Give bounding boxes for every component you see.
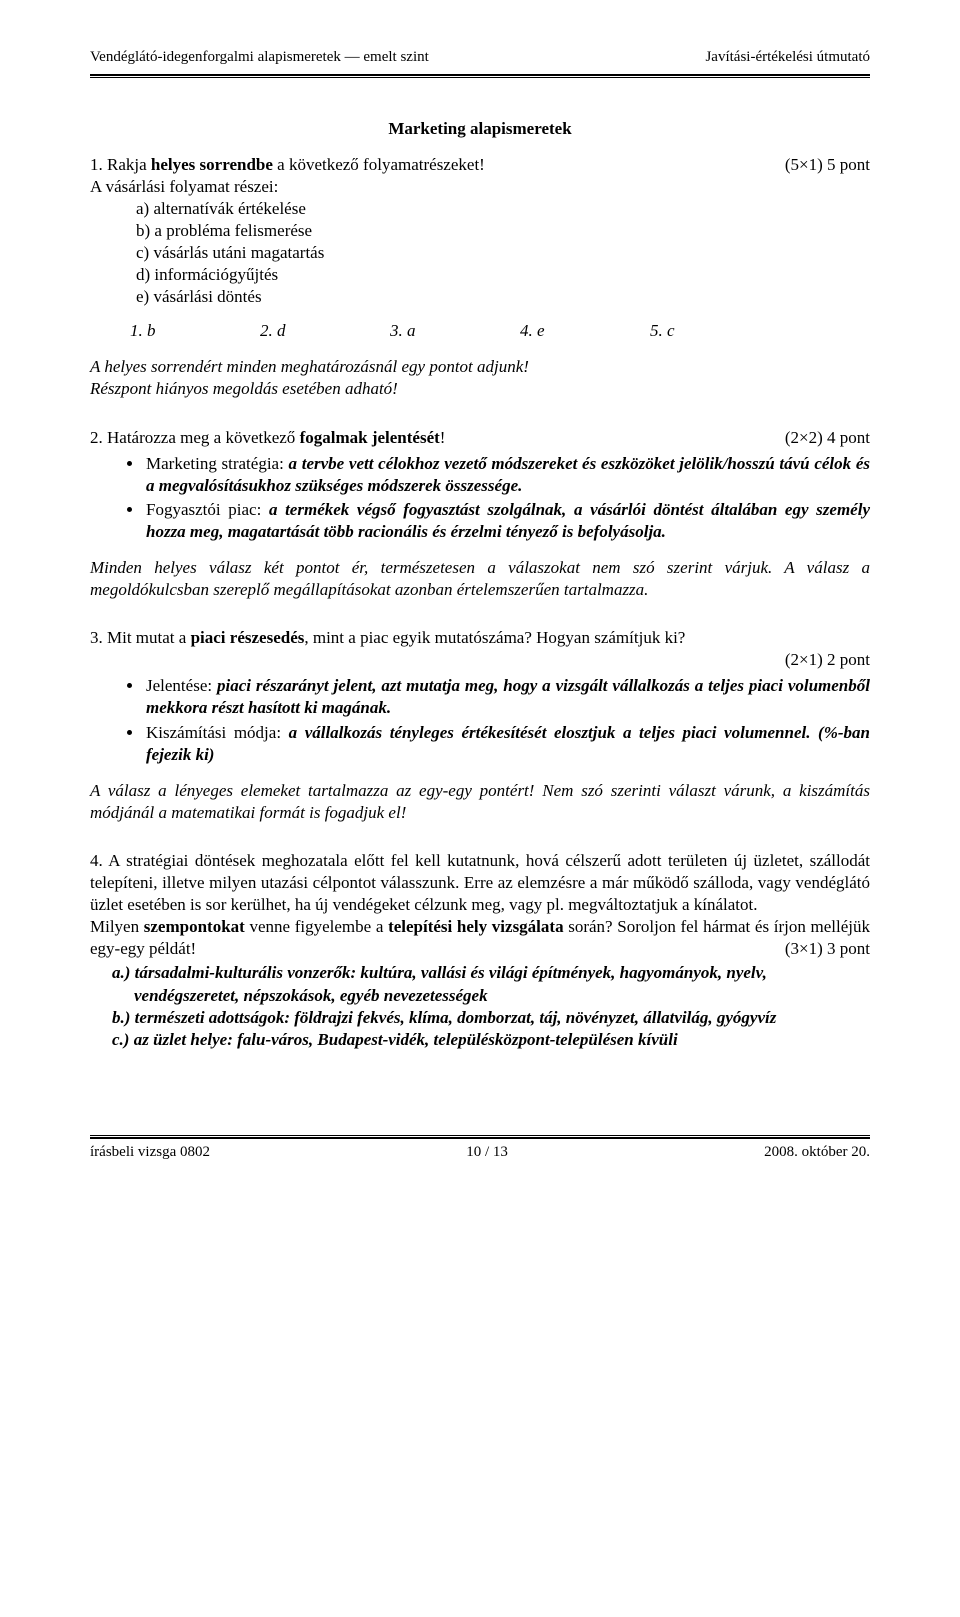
q1-answers: 1. b 2. d 3. a 4. e 5. c (130, 320, 870, 342)
q1-opt-b: b) a probléma felismerése (136, 220, 870, 242)
q4-c: c.) az üzlet helye: falu-város, Budapest… (112, 1029, 870, 1051)
q3-note: A válasz a lényeges elemeket tartalmazza… (90, 780, 870, 824)
q1-bold: helyes sorrendbe (151, 155, 273, 174)
q1-opt-c: c) vásárlás utáni magatartás (136, 242, 870, 264)
q3-b1-answer: piaci részarányt jelent, azt mutatja meg… (146, 676, 870, 717)
question-2: 2. Határozza meg a következő fogalmak je… (90, 427, 870, 602)
q4-c-text: az üzlet helye: falu-város, Budapest-vid… (134, 1030, 678, 1049)
section-title: Marketing alapismeretek (90, 118, 870, 140)
q3-bullet2: Kiszámítási módja: a vállalkozás tényleg… (144, 722, 870, 766)
q2-text-part1: 2. Határozza meg a következő (90, 428, 300, 447)
q4-b-label: b.) (112, 1008, 135, 1027)
q2-bullet2: Fogyasztói piac: a termékek végső fogyas… (144, 499, 870, 543)
q4-a-label: a.) (112, 963, 135, 982)
header-rule (90, 74, 870, 78)
footer-left: írásbeli vizsga 0802 (90, 1143, 210, 1163)
q4-p2c: venne figyelembe a (245, 917, 388, 936)
question-4: 4. A stratégiai döntések meghozatala elő… (90, 850, 870, 1051)
q1-note2: Részpont hiányos megoldás esetében adhat… (90, 378, 870, 400)
q4-p2b: szempontokat (144, 917, 245, 936)
q2-b2-label: Fogyasztói piac: (146, 500, 269, 519)
header-left: Vendéglátó-idegenforgalmi alapismeretek … (90, 48, 429, 68)
q2-points: (2×2) 4 pont (785, 427, 870, 449)
q4-b: b.) természeti adottságok: földrajzi fek… (112, 1007, 870, 1029)
question-3: 3. Mit mutat a piaci részesedés, mint a … (90, 627, 870, 824)
q2-note: Minden helyes válasz két pontot ér, term… (90, 557, 870, 601)
q1-ans2: 2. d (260, 320, 390, 342)
q3-bold: piaci részesedés (191, 628, 305, 647)
q4-a-text: társadalmi-kulturális vonzerők: kultúra,… (134, 963, 767, 1004)
q1-text-part2: a következő folyamatrészeket! (273, 155, 485, 174)
q4-p2d: telepítési hely vizsgálata (388, 917, 564, 936)
q2-bullet1: Marketing stratégia: a tervbe vett célok… (144, 453, 870, 497)
q3-bullets: Jelentése: piaci részarányt jelent, azt … (130, 675, 870, 765)
q1-ans4: 4. e (520, 320, 650, 342)
q3-bullet1: Jelentése: piaci részarányt jelent, azt … (144, 675, 870, 719)
q3-text-part2: , mint a piac egyik mutatószáma? Hogyan … (304, 628, 685, 647)
q4-b-text: természeti adottságok: földrajzi fekvés,… (135, 1008, 777, 1027)
q1-ans3: 3. a (390, 320, 520, 342)
footer-center: 10 / 13 (466, 1143, 508, 1163)
q4-para1: 4. A stratégiai döntések meghozatala elő… (90, 850, 870, 916)
q1-points: (5×1) 5 pont (785, 154, 870, 176)
q3-text-part1: 3. Mit mutat a (90, 628, 191, 647)
page-header: Vendéglátó-idegenforgalmi alapismeretek … (90, 48, 870, 72)
q1-ans1: 1. b (130, 320, 260, 342)
header-right: Javítási-értékelési útmutató (705, 48, 870, 68)
question-1: 1. Rakja helyes sorrendbe a következő fo… (90, 154, 870, 401)
q1-options: a) alternatívák értékelése b) a probléma… (136, 198, 870, 308)
q1-ans5: 5. c (650, 320, 780, 342)
q1-note1: A helyes sorrendért minden meghatározásn… (90, 356, 870, 378)
q1-opt-d: d) információgyűjtés (136, 264, 870, 286)
q3-points: (2×1) 2 pont (90, 649, 870, 671)
footer-right: 2008. október 20. (764, 1143, 870, 1163)
q2-bullets: Marketing stratégia: a tervbe vett célok… (130, 453, 870, 543)
q3-b1-label: Jelentése: (146, 676, 217, 695)
q2-text-part2: ! (440, 428, 446, 447)
q1-text-part1: 1. Rakja (90, 155, 151, 174)
q4-answers: a.) társadalmi-kulturális vonzerők: kult… (112, 962, 870, 1050)
q1-opt-e: e) vásárlási döntés (136, 286, 870, 308)
q1-opt-a: a) alternatívák értékelése (136, 198, 870, 220)
q4-c-label: c.) (112, 1030, 134, 1049)
q3-b2-label: Kiszámítási módja: (146, 723, 289, 742)
q1-intro: A vásárlási folyamat részei: (90, 176, 870, 198)
q4-a: a.) társadalmi-kulturális vonzerők: kult… (112, 962, 870, 1006)
q2-bold: fogalmak jelentését (300, 428, 440, 447)
q4-p2a: Milyen (90, 917, 144, 936)
q4-points: (3×1) 3 pont (785, 938, 870, 960)
q2-b1-label: Marketing stratégia: (146, 454, 289, 473)
page-footer: írásbeli vizsga 0802 10 / 13 2008. októb… (90, 1139, 870, 1163)
